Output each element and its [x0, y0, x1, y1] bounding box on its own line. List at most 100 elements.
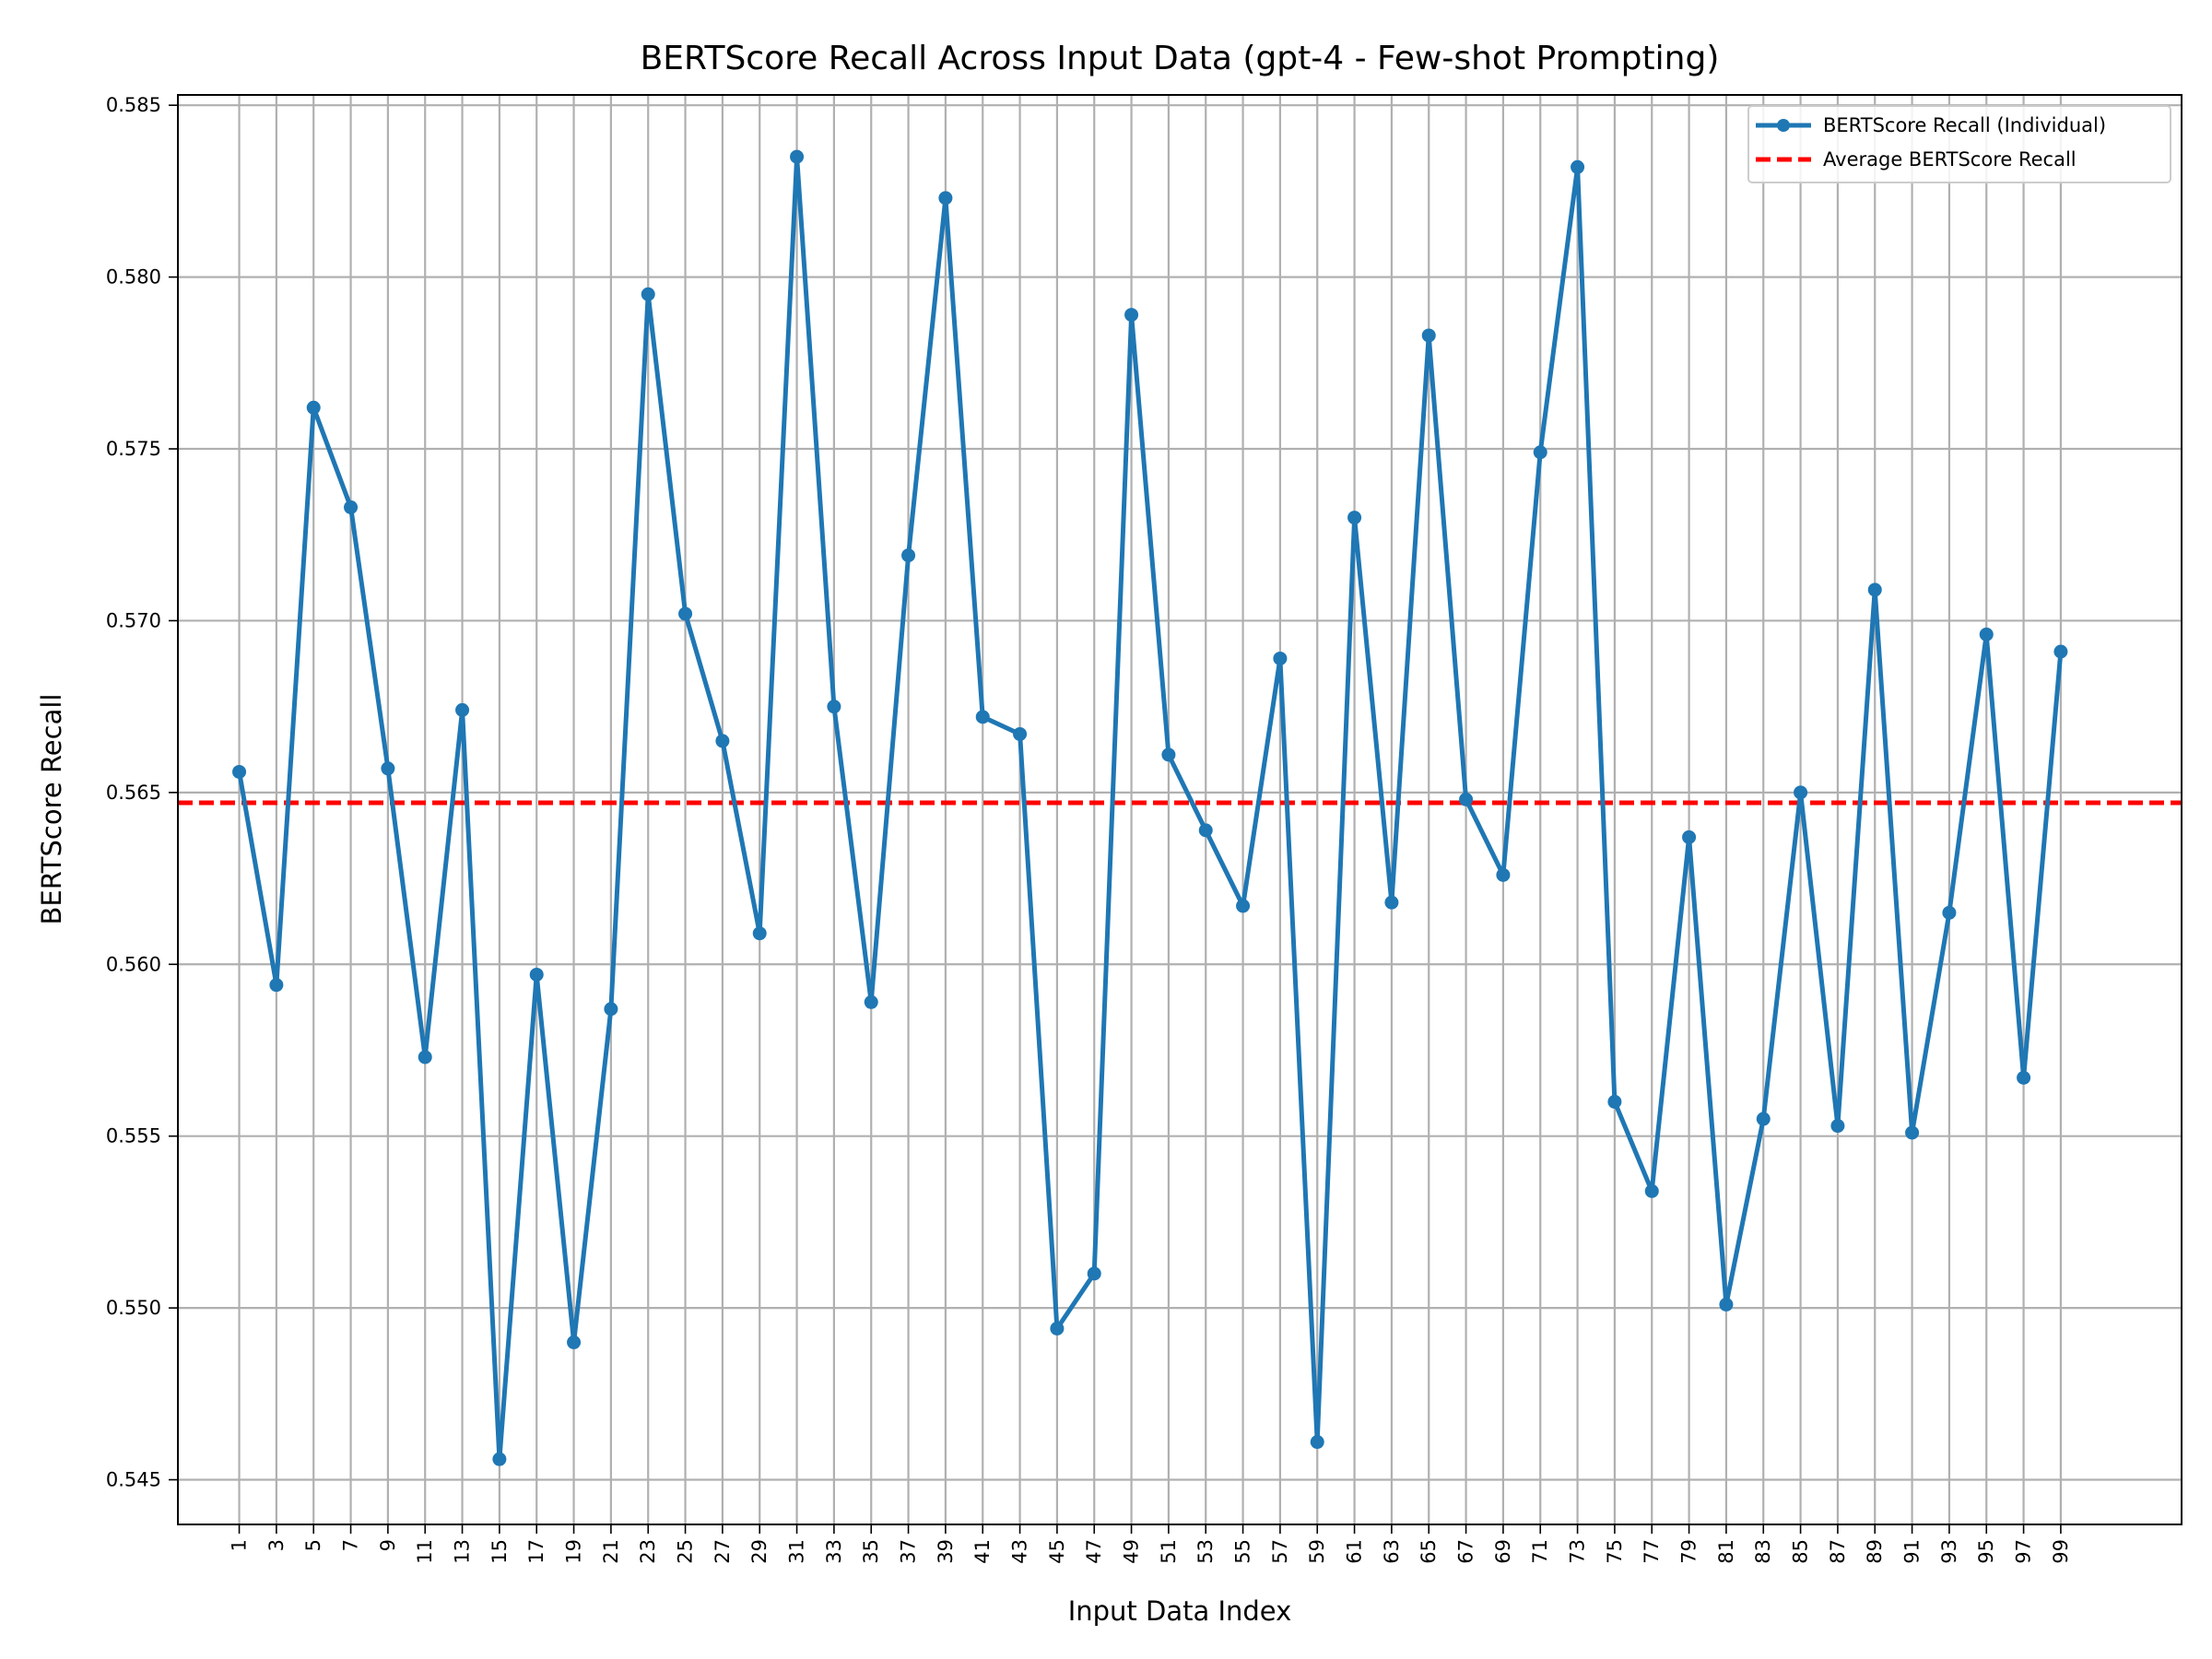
x-tick-label: 69 [1492, 1539, 1514, 1564]
y-tick-label: 0.585 [106, 94, 161, 116]
x-tick-label: 1 [229, 1539, 251, 1551]
data-point [1198, 823, 1213, 838]
data-point [492, 1452, 507, 1466]
x-tick-label: 65 [1418, 1539, 1440, 1564]
data-point [715, 734, 730, 748]
data-point [1682, 830, 1697, 844]
x-tick-label: 43 [1009, 1539, 1031, 1564]
data-point [790, 149, 805, 164]
x-tick-label: 33 [823, 1539, 845, 1564]
data-point [1905, 1125, 1920, 1140]
data-point [1719, 1297, 1734, 1312]
data-point [1050, 1321, 1065, 1335]
y-tick-label: 0.555 [106, 1125, 161, 1147]
y-tick-label: 0.580 [106, 266, 161, 288]
x-tick-label: 49 [1121, 1539, 1143, 1564]
x-tick-label: 47 [1083, 1539, 1105, 1564]
y-tick-label: 0.560 [106, 953, 161, 975]
series-group [232, 149, 2068, 1466]
x-tick-label: 45 [1046, 1539, 1068, 1564]
x-tick-label: 83 [1752, 1539, 1774, 1564]
data-point [2017, 1070, 2031, 1085]
x-tick-label: 3 [265, 1539, 288, 1551]
y-tick-label: 0.565 [106, 782, 161, 804]
x-tick-label: 67 [1455, 1539, 1477, 1564]
x-tick-label: 5 [302, 1539, 324, 1551]
data-point [232, 764, 247, 779]
x-tick-label: 77 [1641, 1539, 1663, 1564]
data-point [306, 400, 321, 415]
grid [178, 95, 2182, 1524]
data-point [1013, 726, 1028, 741]
x-tick-label: 29 [748, 1539, 771, 1564]
y-tick-label: 0.570 [106, 609, 161, 631]
data-point [604, 1002, 618, 1017]
legend: BERTScore Recall (Individual) Average BE… [1747, 105, 2171, 183]
y-tick-label: 0.545 [106, 1469, 161, 1491]
x-tick-label: 75 [1604, 1539, 1626, 1564]
x-axis-label: Input Data Index [1068, 1595, 1292, 1627]
data-point [1867, 582, 1882, 597]
data-point [938, 191, 953, 206]
data-point [1124, 308, 1139, 323]
x-tick-label: 15 [488, 1539, 511, 1564]
x-tick-label: 25 [675, 1539, 697, 1564]
data-point [1756, 1112, 1771, 1126]
data-point [418, 1050, 432, 1065]
data-point [1236, 899, 1251, 913]
data-point [1794, 785, 1808, 800]
x-tick-label: 31 [786, 1539, 808, 1564]
x-tick-label: 39 [935, 1539, 957, 1564]
data-point [901, 548, 916, 563]
data-point [1459, 792, 1474, 806]
x-tick-label: 53 [1194, 1539, 1217, 1564]
x-tick-label: 89 [1864, 1539, 1886, 1564]
x-tick-label: 27 [712, 1539, 734, 1564]
data-point [567, 1335, 582, 1349]
x-tick-label: 95 [1975, 1539, 1997, 1564]
data-point [1607, 1094, 1622, 1109]
chart-title: BERTScore Recall Across Input Data (gpt-… [641, 40, 1720, 77]
y-tick-label: 0.575 [106, 438, 161, 460]
data-point [269, 978, 284, 993]
y-axis-label: BERTScore Recall [36, 694, 67, 925]
legend-label-average: Average BERTScore Recall [1823, 148, 2077, 171]
data-point [975, 710, 990, 724]
data-point [344, 500, 359, 514]
data-point [1161, 747, 1176, 762]
data-point [1496, 867, 1511, 882]
x-tick-label: 19 [563, 1539, 585, 1564]
data-point [827, 700, 841, 714]
series-line-individual [237, 154, 2064, 1462]
x-tick-label: 37 [898, 1539, 920, 1564]
y-axis-ticks: 0.545 0.550 0.555 0.560 0.565 0.570 0.575 0.580… [106, 94, 178, 1491]
x-tick-label: 11 [414, 1539, 436, 1564]
data-point [1533, 445, 1547, 460]
x-tick-label: 99 [2050, 1539, 2072, 1564]
data-point [1942, 905, 1957, 920]
data-point [1571, 159, 1585, 174]
data-point [1830, 1119, 1845, 1134]
x-tick-label: 63 [1381, 1539, 1403, 1564]
data-point [641, 287, 655, 301]
x-tick-label: 97 [2013, 1539, 2035, 1564]
data-point [864, 994, 878, 1009]
x-tick-label: 87 [1827, 1539, 1849, 1564]
x-tick-label: 93 [1938, 1539, 1960, 1564]
x-tick-label: 51 [1158, 1539, 1180, 1564]
x-tick-label: 85 [1790, 1539, 1812, 1564]
x-tick-label: 73 [1567, 1539, 1589, 1564]
x-tick-label: 55 [1232, 1539, 1254, 1564]
x-axis-ticks: 1 3 5 7 9 11 13 15 17 19 21 23 25 27 29 31 33 35 37 39 41 43 4… [229, 1524, 2072, 1564]
legend-marker-individual [1777, 119, 1790, 132]
data-point [1087, 1266, 1101, 1281]
data-point [678, 606, 693, 621]
legend-label-individual: BERTScore Recall (Individual) [1823, 114, 2106, 136]
y-tick-label: 0.550 [106, 1297, 161, 1319]
data-point [455, 702, 470, 717]
data-point [381, 761, 395, 776]
legend-box [1747, 105, 2171, 183]
x-tick-label: 61 [1344, 1539, 1366, 1564]
x-tick-label: 35 [860, 1539, 882, 1564]
